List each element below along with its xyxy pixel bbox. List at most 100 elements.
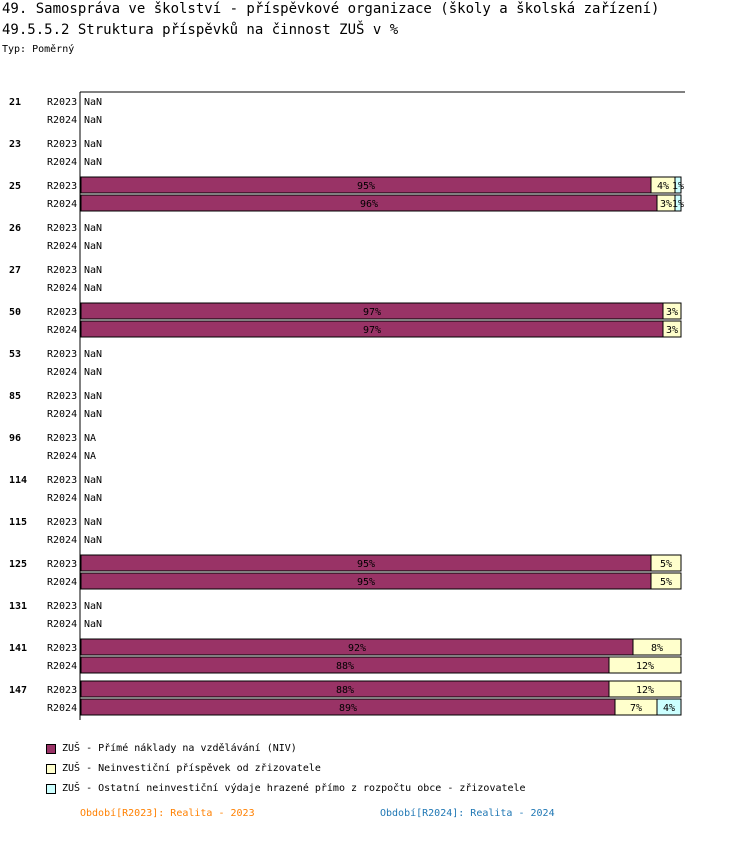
data-label: 12%	[636, 661, 654, 672]
group-label: 50	[9, 307, 21, 318]
data-label: 12%	[636, 685, 654, 696]
missing-value: NaN	[84, 409, 102, 420]
data-label: 88%	[336, 661, 354, 672]
data-label: 95%	[357, 181, 375, 192]
group-label: 23	[9, 139, 21, 150]
missing-value: NA	[84, 451, 96, 462]
period-label: R2024	[47, 619, 77, 630]
bar-segment	[632, 638, 682, 656]
legend-swatch	[46, 783, 56, 794]
legend-label: ZUŠ - Neinvestiční příspěvek od zřizovat…	[62, 763, 321, 774]
missing-value: NaN	[84, 391, 102, 402]
group-label: 21	[9, 97, 21, 108]
period-label: R2023	[47, 181, 77, 192]
data-label: 97%	[363, 325, 381, 336]
data-label: 97%	[363, 307, 381, 318]
period-label: R2023	[47, 559, 77, 570]
data-label: 4%	[663, 703, 675, 714]
period-label: R2023	[47, 349, 77, 360]
data-label: 7%	[630, 703, 642, 714]
legend-item: ZUŠ - Přímé náklady na vzdělávání (NIV)	[46, 743, 297, 754]
missing-value: NaN	[84, 475, 102, 486]
period-label: R2024	[47, 493, 77, 504]
period-label: R2023	[47, 601, 77, 612]
data-label: 3%	[666, 325, 678, 336]
data-label: 3%	[666, 307, 678, 318]
data-label: 89%	[339, 703, 357, 714]
data-label: 1%	[672, 181, 684, 192]
bar-segment	[650, 572, 682, 590]
data-label: 4%	[657, 181, 669, 192]
missing-value: NaN	[84, 601, 102, 612]
bar-segment	[662, 320, 682, 338]
missing-value: NaN	[84, 265, 102, 276]
period-label: R2024	[47, 577, 77, 588]
missing-value: NaN	[84, 535, 102, 546]
period-label: R2023	[47, 391, 77, 402]
period-label: R2024	[47, 241, 77, 252]
period-label: R2024	[47, 283, 77, 294]
page-title: 49. Samospráva ve školství - příspěvkové…	[2, 1, 660, 17]
missing-value: NaN	[84, 349, 102, 360]
period-label: R2023	[47, 433, 77, 444]
missing-value: NaN	[84, 283, 102, 294]
data-label: 88%	[336, 685, 354, 696]
data-label: 5%	[660, 577, 672, 588]
data-label: 96%	[360, 199, 378, 210]
bar-segment	[608, 680, 682, 698]
missing-value: NaN	[84, 241, 102, 252]
group-label: 53	[9, 349, 21, 360]
period-label: R2024	[47, 325, 77, 336]
group-label: 115	[9, 517, 27, 528]
group-label: 96	[9, 433, 21, 444]
legend-item: ZUŠ - Ostatní neinvestiční výdaje hrazen…	[46, 783, 526, 794]
legend-label: ZUŠ - Ostatní neinvestiční výdaje hrazen…	[62, 783, 526, 794]
data-label: 5%	[660, 559, 672, 570]
data-label: 92%	[348, 643, 366, 654]
period-label: R2023	[47, 307, 77, 318]
chart-type: Typ: Poměrný	[2, 44, 75, 55]
period-label: R2024	[47, 703, 77, 714]
period-label: R2024	[47, 157, 77, 168]
missing-value: NA	[84, 433, 96, 444]
legend-item: ZUŠ - Neinvestiční příspěvek od zřizovat…	[46, 763, 321, 774]
data-label: 1%	[672, 199, 684, 210]
period-label: R2024	[47, 367, 77, 378]
bar-chart: 21 R2023 NaN R2024 NaN 23 R2023 NaN R2024 NaN 25 R2…	[9, 91, 685, 720]
data-label: 8%	[651, 643, 663, 654]
group-label: 25	[9, 181, 21, 192]
period-label: R2023	[47, 685, 77, 696]
missing-value: NaN	[84, 493, 102, 504]
missing-value: NaN	[84, 157, 102, 168]
period-label: R2024	[47, 451, 77, 462]
data-label: 3%	[660, 199, 672, 210]
bar-segment	[674, 176, 682, 194]
group-label: 27	[9, 265, 21, 276]
bar-segment	[674, 194, 682, 212]
missing-value: NaN	[84, 139, 102, 150]
group-label: 125	[9, 559, 27, 570]
legend-label: ZUŠ - Přímé náklady na vzdělávání (NIV)	[62, 743, 297, 754]
period-label: R2024	[47, 199, 77, 210]
period-label: R2023	[47, 517, 77, 528]
period-label: R2024	[47, 409, 77, 420]
period-label: R2023	[47, 265, 77, 276]
missing-value: NaN	[84, 97, 102, 108]
period-label: R2023	[47, 97, 77, 108]
group-label: 85	[9, 391, 21, 402]
chart-title: 49.5.5.2 Struktura příspěvků na činnost …	[2, 22, 399, 38]
data-label: 95%	[357, 559, 375, 570]
group-label: 141	[9, 643, 27, 654]
group-label: 26	[9, 223, 21, 234]
legend-swatch	[46, 763, 56, 774]
missing-value: NaN	[84, 115, 102, 126]
group-label: 131	[9, 601, 27, 612]
missing-value: NaN	[84, 367, 102, 378]
period-label: R2023	[47, 475, 77, 486]
bar-segment	[650, 554, 682, 572]
period-label: R2023	[47, 223, 77, 234]
bar-segment	[662, 302, 682, 320]
period-2024: Období[R2024]: Realita - 2024	[380, 808, 555, 819]
group-label: 147	[9, 685, 27, 696]
bar-segment	[656, 698, 682, 716]
